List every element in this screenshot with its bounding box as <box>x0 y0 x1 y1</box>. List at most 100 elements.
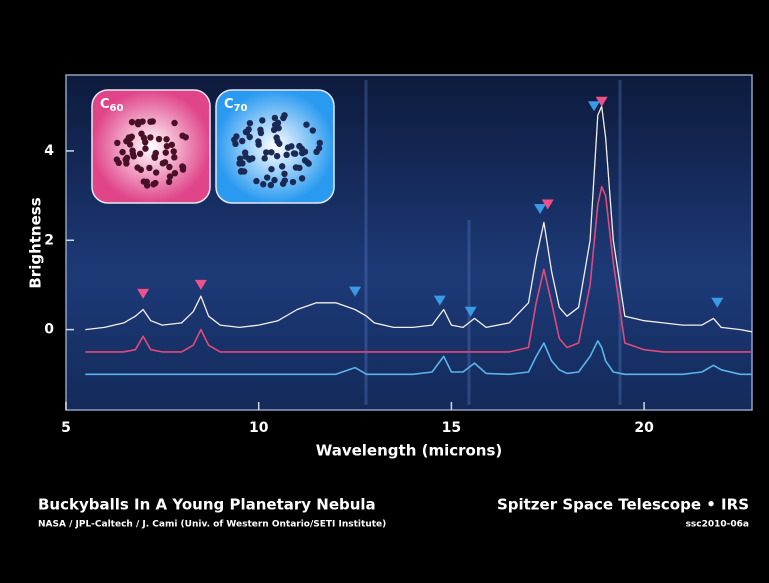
y-tick-label: 2 <box>44 232 54 248</box>
atom <box>155 135 163 143</box>
atom <box>271 176 278 184</box>
atom <box>239 137 246 145</box>
atom <box>278 163 286 170</box>
atom <box>138 130 145 137</box>
peak-marker <box>587 101 600 112</box>
atom <box>239 160 246 167</box>
atom <box>263 149 270 156</box>
atom <box>309 127 317 134</box>
atom <box>289 178 297 186</box>
atom <box>179 132 186 139</box>
atom <box>313 148 320 156</box>
atom <box>170 148 177 155</box>
atom <box>255 141 262 148</box>
atom <box>268 149 275 156</box>
image-id: ssc2010-06a <box>686 520 749 530</box>
inset-label: C70 <box>224 97 248 115</box>
atom <box>179 166 187 173</box>
atom <box>113 156 121 163</box>
atom <box>271 114 279 122</box>
atom <box>242 128 250 136</box>
atom <box>246 156 253 163</box>
atom <box>305 160 312 167</box>
inset-label-sub: 70 <box>234 103 248 114</box>
atom <box>139 118 146 125</box>
atom <box>279 180 287 187</box>
spectrum-line <box>85 185 752 353</box>
x-tick-label: 20 <box>634 420 654 436</box>
inset-label: C60 <box>100 97 124 115</box>
peak-marker <box>433 295 446 306</box>
atom <box>125 134 133 141</box>
atom <box>152 179 159 187</box>
peak-marker <box>194 279 207 290</box>
atom <box>136 150 144 158</box>
atom <box>292 164 300 171</box>
inset <box>215 89 335 204</box>
atom <box>171 169 179 177</box>
atom <box>143 182 151 189</box>
atom <box>257 129 265 137</box>
atom <box>147 134 154 141</box>
y-tick-label: 0 <box>44 322 54 338</box>
atom <box>253 177 260 185</box>
atom <box>316 139 323 147</box>
atom <box>137 166 145 173</box>
x-tick-label: 15 <box>442 420 461 436</box>
atom <box>281 170 288 178</box>
atom <box>114 139 121 147</box>
atom <box>162 149 169 156</box>
atom <box>246 133 253 141</box>
atom <box>246 119 254 127</box>
atom <box>296 142 303 150</box>
inset-label-main: C <box>224 97 234 112</box>
atom <box>299 149 306 157</box>
atom <box>171 154 178 161</box>
atom <box>165 178 173 186</box>
atom <box>281 112 288 119</box>
atom <box>119 148 126 156</box>
y-axis-label: Brightness <box>27 197 45 288</box>
title: Buckyballs In A Young Planetary Nebula <box>38 496 376 514</box>
atom <box>237 168 245 175</box>
y-tick-label: 4 <box>44 143 54 159</box>
atom <box>298 175 306 182</box>
atom <box>123 154 131 161</box>
atom <box>267 181 275 189</box>
atom <box>159 160 167 167</box>
peak-marker <box>137 288 150 299</box>
atom <box>168 141 176 148</box>
atom <box>142 145 149 152</box>
atom <box>163 142 171 150</box>
peak-marker <box>541 199 554 210</box>
atom <box>261 155 268 162</box>
atom <box>283 151 290 159</box>
credit: NASA / JPL-Caltech / J. Cami (Univ. of W… <box>38 520 386 530</box>
peak-marker <box>349 286 362 297</box>
atom <box>259 117 266 124</box>
atom <box>128 118 136 126</box>
inset <box>91 89 211 204</box>
atom <box>288 143 295 150</box>
atom <box>166 163 173 171</box>
inset-label-sub: 60 <box>110 103 124 114</box>
atom <box>232 140 239 148</box>
atom <box>166 173 174 180</box>
atom <box>268 165 275 173</box>
x-tick-label: 10 <box>249 420 269 436</box>
atom <box>291 150 299 157</box>
atom <box>129 150 137 157</box>
atom <box>274 138 281 145</box>
inset-label-main: C <box>100 97 110 112</box>
spectrum-line <box>85 340 752 376</box>
atom <box>260 181 267 188</box>
peak-marker <box>534 204 547 214</box>
atom <box>152 149 159 157</box>
atom <box>147 118 154 125</box>
peak-marker <box>711 297 724 308</box>
atom <box>146 164 153 172</box>
atom <box>303 121 310 128</box>
atom <box>263 174 271 181</box>
